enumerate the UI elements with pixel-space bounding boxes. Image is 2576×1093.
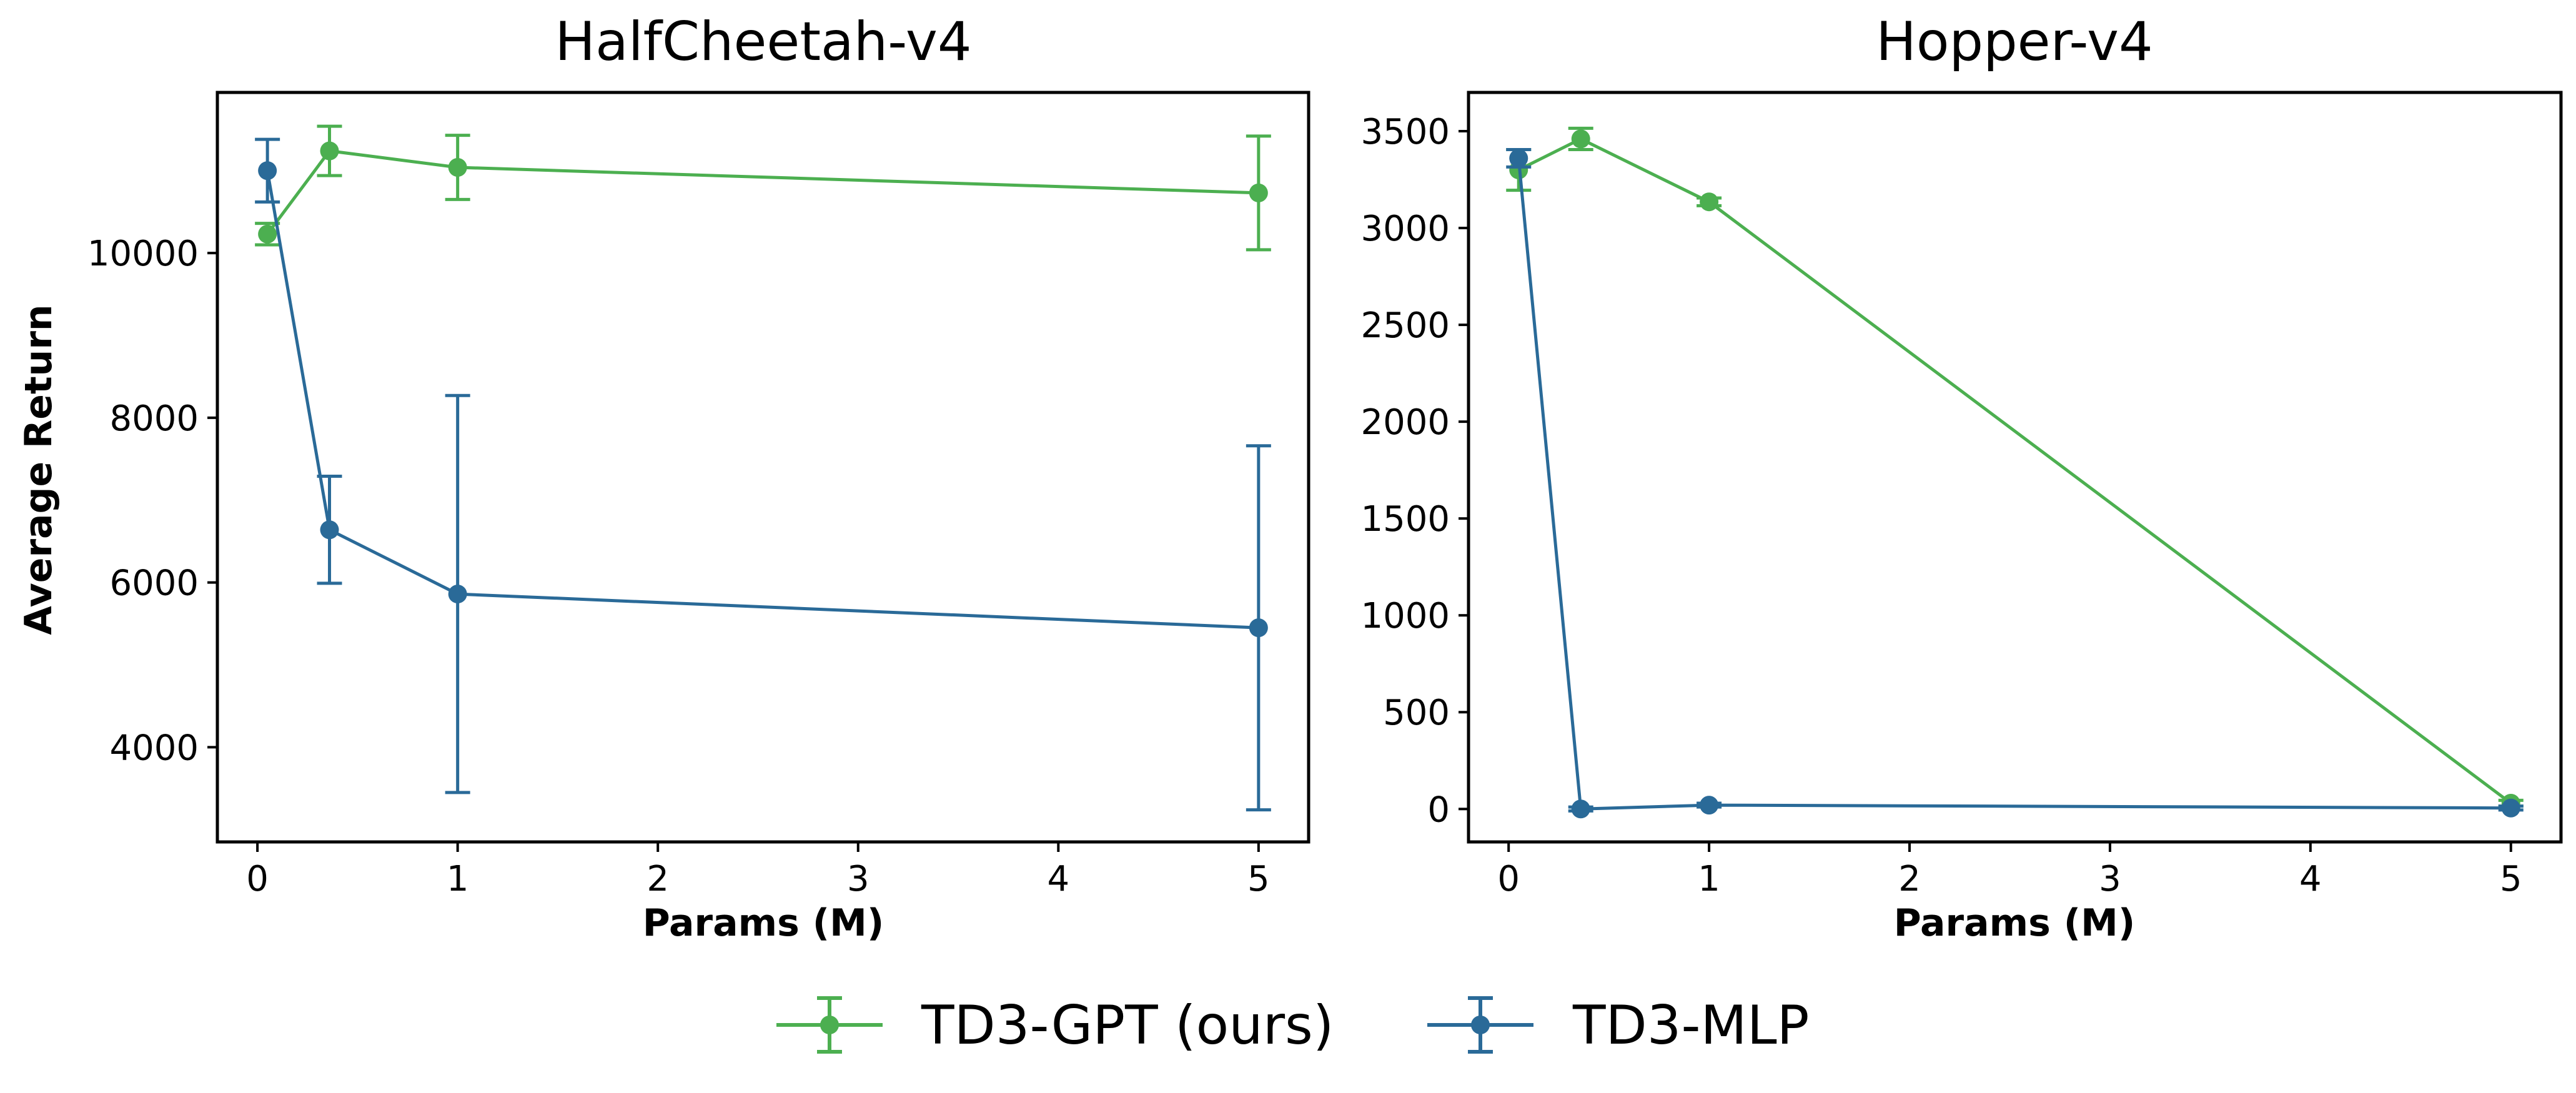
- x-tick-label: 4: [2299, 859, 2322, 899]
- hopper-plot-area: 0 1 2 3 4 5 0 500 1000 1500 2000 2500 3000 3500: [1360, 91, 2563, 899]
- legend-marker-td3-mlp: [1471, 1016, 1490, 1034]
- y-tick-label: 0: [1427, 789, 1450, 830]
- y-tick-label: 3000: [1360, 209, 1450, 249]
- y-tick-label: 3500: [1360, 112, 1450, 152]
- y-tick-label: 6000: [109, 563, 199, 604]
- x-tick-label: 0: [246, 859, 269, 899]
- series-line-td3-gpt-ours: [1518, 137, 2512, 804]
- data-point-td3-mlp: [1509, 149, 1528, 168]
- data-point-td3-mlp: [1571, 799, 1590, 819]
- halfcheetah-plot-area: 0 1 2 3 4 5 4000 6000 8000 10000: [87, 91, 1310, 899]
- data-point-td3-mlp: [258, 161, 277, 181]
- plot-frame: [1467, 91, 2563, 844]
- legend-label-td3-gpt: TD3-GPT (ours): [921, 994, 1334, 1057]
- x-tick-label: 1: [447, 859, 469, 899]
- data-point-td3-gpt-ours: [320, 141, 339, 161]
- x-tick-label: 3: [847, 859, 869, 899]
- x-axis-label: Params (M): [643, 901, 884, 945]
- x-tick-label: 4: [1047, 859, 1069, 899]
- data-point-td3-mlp: [2501, 798, 2520, 818]
- halfcheetah-panel: HalfCheetah-v4 0 1 2 3 4 5 4000 6000 8000 10000 P…: [17, 11, 1310, 945]
- data-point-td3-gpt-ours: [258, 224, 277, 244]
- panel-title: HalfCheetah-v4: [555, 11, 971, 73]
- x-tick-label: 3: [2099, 859, 2121, 899]
- y-tick-label: 1500: [1360, 499, 1450, 540]
- data-point-td3-gpt-ours: [448, 158, 467, 177]
- data-point-td3-mlp: [1700, 796, 1719, 815]
- data-point-td3-mlp: [448, 585, 467, 604]
- legend-label-td3-mlp: TD3-MLP: [1572, 994, 1809, 1057]
- y-tick-label: 1000: [1360, 596, 1450, 636]
- x-axis-label: Params (M): [1894, 901, 2136, 945]
- hopper-panel: Hopper-v4 0 1 2 3 4 5 0 500 1000 1500 2000 2500 3000…: [1360, 11, 2563, 945]
- x-tick-label: 5: [2500, 859, 2522, 899]
- y-tick-label: 4000: [109, 728, 199, 768]
- x-tick-label: 2: [1898, 859, 1921, 899]
- plot-frame: [215, 91, 1310, 844]
- x-tick-label: 1: [1698, 859, 1720, 899]
- legend-marker-td3-gpt: [820, 1016, 839, 1034]
- x-tick-label: 5: [1247, 859, 1270, 899]
- series-line-td3-gpt-ours: [266, 149, 1259, 235]
- data-point-td3-gpt-ours: [1571, 129, 1590, 149]
- y-tick-label: 2500: [1360, 305, 1450, 346]
- y-tick-label: 2000: [1360, 402, 1450, 443]
- legend-item-td3-mlp: TD3-MLP: [1427, 994, 1809, 1057]
- data-point-td3-gpt-ours: [1249, 183, 1268, 202]
- x-tick-label: 2: [646, 859, 669, 899]
- legend-item-td3-gpt: TD3-GPT (ours): [776, 994, 1334, 1057]
- y-tick-label: 10000: [87, 234, 199, 274]
- legend: TD3-GPT (ours) TD3-MLP: [776, 994, 1809, 1057]
- data-point-td3-mlp: [1249, 618, 1268, 638]
- y-axis-label: Average Return: [17, 304, 61, 635]
- series-line-td3-mlp: [1517, 158, 2511, 811]
- y-tick-label: 500: [1383, 693, 1450, 733]
- y-tick-label: 8000: [109, 398, 199, 439]
- panel-title: Hopper-v4: [1876, 11, 2153, 73]
- data-point-td3-gpt-ours: [1700, 192, 1719, 212]
- data-point-td3-mlp: [320, 520, 339, 540]
- x-tick-label: 0: [1497, 859, 1520, 899]
- series-line-td3-mlp: [265, 170, 1259, 630]
